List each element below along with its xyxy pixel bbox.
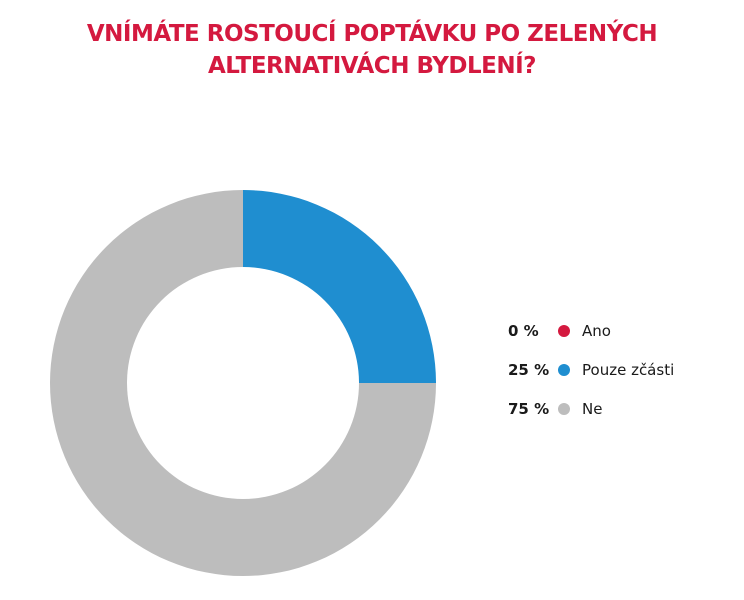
chart-legend: 0 % Ano 25 % Pouze zčásti 75 % Ne	[508, 318, 738, 435]
legend-item-ano: 0 % Ano	[508, 318, 738, 344]
legend-label-ne: Ne	[582, 400, 603, 418]
legend-value-pouze-zcasti: 25 %	[508, 361, 550, 379]
chart-title-line-1: VNÍMÁTE ROSTOUCÍ POPTÁVKU PO ZELENÝCH	[86, 21, 658, 47]
legend-dot-ano	[558, 325, 570, 337]
legend-label-pouze-zcasti: Pouze zčásti	[582, 361, 675, 379]
legend-value-ano: 0 %	[508, 322, 539, 340]
donut-slice-ne	[50, 190, 436, 576]
legend-label-ano: Ano	[582, 322, 611, 340]
legend-dot-pouze-zcasti	[558, 364, 570, 376]
legend-item-ne: 75 % Ne	[508, 396, 738, 422]
legend-value-ne: 75 %	[508, 400, 550, 418]
chart-title-line-2: ALTERNATIVÁCH BYDLENÍ?	[208, 53, 536, 79]
legend-dot-ne	[558, 403, 570, 415]
legend-item-pouze-zcasti: 25 % Pouze zčásti	[508, 357, 738, 383]
chart-title: VNÍMÁTE ROSTOUCÍ POPTÁVKU PO ZELENÝCH AL…	[0, 18, 744, 82]
donut-slice-pouze-zcasti	[243, 190, 436, 383]
